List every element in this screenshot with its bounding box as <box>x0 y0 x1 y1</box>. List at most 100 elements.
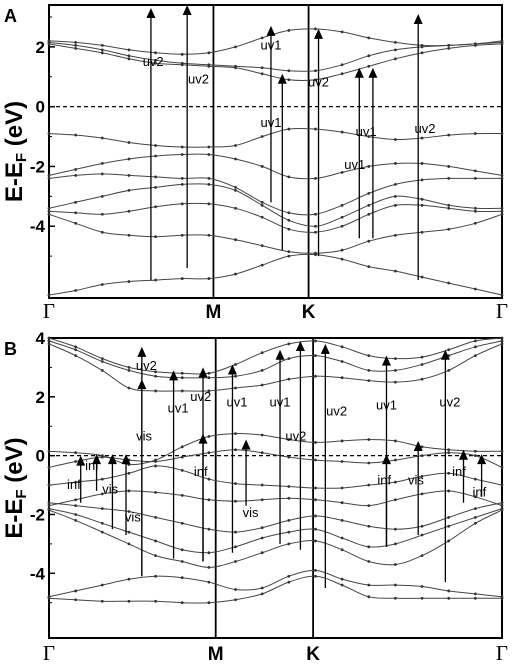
band-point <box>207 202 211 206</box>
band-point <box>260 200 264 204</box>
band-point <box>100 521 104 525</box>
transition-arrow <box>458 449 468 503</box>
band-point <box>500 466 504 469</box>
band-point <box>207 451 211 455</box>
band-point <box>100 357 104 360</box>
band-point <box>260 526 264 530</box>
band-point <box>100 194 104 198</box>
arrow-head <box>227 364 237 375</box>
arrow-head <box>354 67 364 78</box>
band-point <box>473 43 477 47</box>
band-point <box>154 554 157 558</box>
band-point <box>260 165 264 168</box>
band-point <box>180 371 184 375</box>
band-point <box>420 45 424 49</box>
band-point <box>473 206 477 210</box>
band-point <box>260 383 264 387</box>
band-line <box>48 127 503 148</box>
transition-arrow <box>241 439 251 506</box>
band-point <box>420 554 424 558</box>
band-point <box>340 583 344 587</box>
band-point <box>287 254 291 258</box>
band-point <box>74 589 78 593</box>
band-point <box>367 191 371 195</box>
band-line <box>48 253 503 296</box>
band-line <box>48 433 503 466</box>
band-point <box>100 283 104 286</box>
band-point <box>207 580 211 584</box>
band-point <box>154 464 157 468</box>
band-point <box>473 507 477 510</box>
band-point <box>314 574 317 578</box>
band-point <box>127 54 131 58</box>
band-point <box>473 449 477 453</box>
band-point <box>234 560 237 563</box>
band-line <box>48 183 503 227</box>
band-point <box>154 235 157 239</box>
transition-label: inf <box>85 458 99 473</box>
band-point <box>314 486 317 490</box>
band-point <box>287 530 291 534</box>
band-point <box>473 354 477 358</box>
band-point <box>367 560 371 563</box>
band-point <box>154 539 157 543</box>
band-point <box>500 501 504 505</box>
band-line <box>48 465 503 489</box>
band-point <box>260 592 264 596</box>
transition-arrow <box>381 454 391 547</box>
band-point <box>260 451 264 455</box>
arrow-head <box>137 346 147 357</box>
band-point <box>260 536 264 540</box>
band-point <box>394 138 397 141</box>
band-point <box>127 577 131 581</box>
band-point <box>260 66 264 70</box>
plot-frame <box>48 4 503 299</box>
y-axis-title-main: E-E <box>1 499 28 539</box>
arrow-head <box>107 454 117 465</box>
band-point <box>74 43 78 47</box>
band-point <box>367 379 371 383</box>
band-point <box>234 66 237 70</box>
arrow-head <box>92 454 102 465</box>
band-point <box>367 368 371 372</box>
band-line <box>48 569 503 598</box>
band-point <box>127 48 131 52</box>
arrow-head <box>198 433 208 444</box>
band-point <box>340 548 344 552</box>
band-line <box>48 41 503 72</box>
arrow-head <box>137 379 147 390</box>
band-point <box>47 501 51 505</box>
band-line <box>48 490 503 507</box>
y-tick-label: -2 <box>30 157 45 176</box>
band-point <box>394 269 397 273</box>
band-point <box>127 57 131 61</box>
band-point <box>127 489 131 493</box>
band-point <box>447 206 451 210</box>
band-point <box>127 366 131 369</box>
transition-label: uv2 <box>285 429 306 444</box>
band-point <box>234 272 237 276</box>
band-point <box>394 162 397 165</box>
band-point <box>127 542 131 546</box>
band-point <box>234 363 237 366</box>
band-point <box>287 377 291 381</box>
band-point <box>47 466 51 469</box>
y-axis-title: E-EF (eV) <box>1 437 30 538</box>
band-point <box>287 29 291 32</box>
transition-label: uv1 <box>344 157 365 172</box>
transition-label: uv1 <box>227 395 248 410</box>
band-point <box>367 203 371 207</box>
band-point <box>260 483 264 487</box>
band-point <box>180 153 184 156</box>
band-point <box>100 162 104 165</box>
band-point <box>367 165 371 168</box>
band-point <box>447 448 451 452</box>
band-point <box>314 69 317 73</box>
band-point <box>500 174 504 177</box>
band-point <box>260 263 264 267</box>
band-point <box>314 354 317 358</box>
transition-arrow <box>368 67 378 239</box>
band-point <box>367 36 371 40</box>
band-point <box>314 374 317 378</box>
band-point <box>394 182 397 186</box>
